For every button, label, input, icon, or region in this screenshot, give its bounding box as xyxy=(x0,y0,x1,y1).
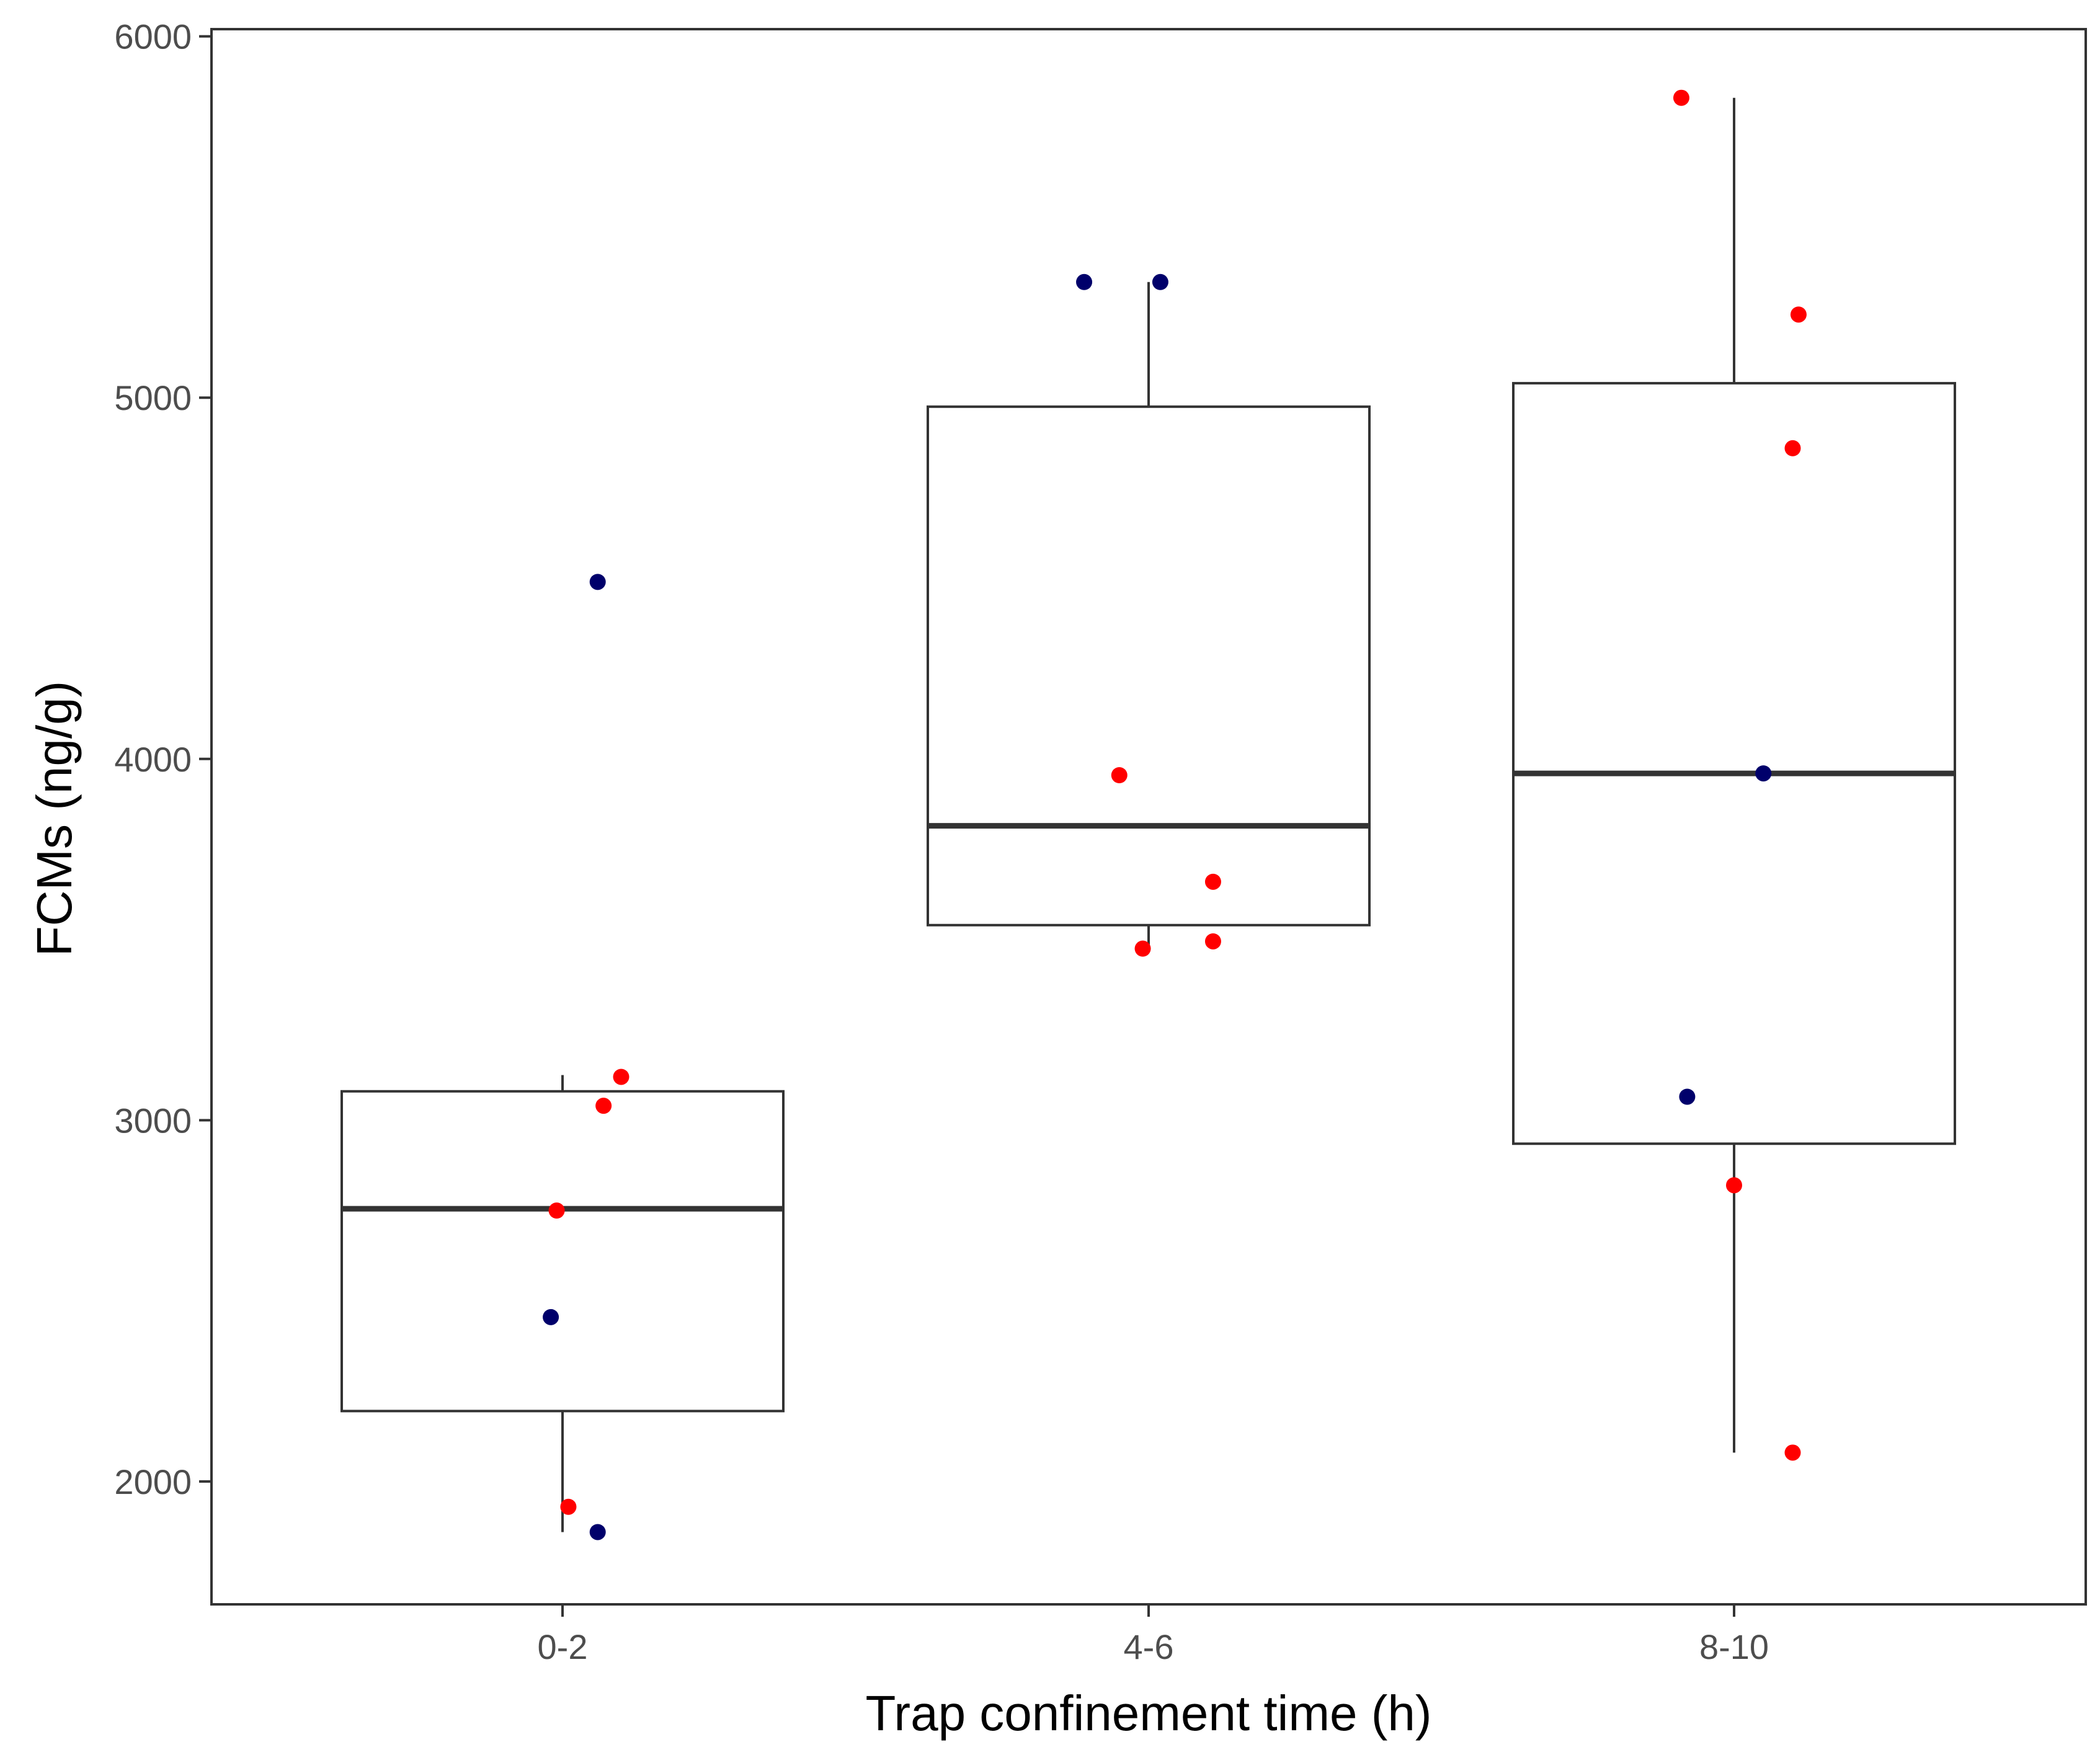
data-point-0-2-5 xyxy=(560,1499,576,1515)
data-point-8-10-15 xyxy=(1785,440,1801,456)
data-point-0-2-2 xyxy=(595,1098,612,1114)
y-tick-label-2000: 2000 xyxy=(114,1462,192,1501)
data-point-8-10-18 xyxy=(1726,1177,1742,1193)
box-4-6 xyxy=(928,407,1369,925)
box-plot-chart: 2000 3000 4000 5000 6000 0-2 4-6 8-10 Trap con… xyxy=(0,0,2100,1760)
data-point-4-6-11 xyxy=(1205,933,1221,949)
data-point-8-10-19 xyxy=(1785,1444,1801,1460)
data-point-8-10-14 xyxy=(1791,306,1807,322)
data-point-0-2-1 xyxy=(613,1069,630,1085)
y-tick-label-5000: 5000 xyxy=(114,378,192,417)
data-point-8-10-13 xyxy=(1673,90,1689,106)
data-point-0-2-6 xyxy=(590,1524,606,1540)
y-axis: 2000 3000 4000 5000 6000 xyxy=(114,17,211,1501)
data-point-0-2-3 xyxy=(549,1202,565,1219)
x-axis: 0-2 4-6 8-10 xyxy=(538,1604,1769,1666)
y-tick-label-6000: 6000 xyxy=(114,17,192,56)
data-point-0-2-0 xyxy=(590,574,606,590)
data-point-8-10-17 xyxy=(1679,1088,1695,1104)
y-tick-label-3000: 3000 xyxy=(114,1101,192,1140)
x-axis-title: Trap confinement time (h) xyxy=(866,1686,1432,1741)
data-point-4-6-9 xyxy=(1111,767,1128,783)
boxes-layer xyxy=(342,98,1955,1532)
box-0-2 xyxy=(342,1091,783,1411)
data-point-4-6-10 xyxy=(1205,874,1221,890)
data-point-0-2-4 xyxy=(543,1309,559,1325)
chart-root: 2000 3000 4000 5000 6000 0-2 4-6 8-10 Trap con… xyxy=(0,0,2100,1760)
data-point-8-10-16 xyxy=(1755,765,1771,781)
x-tick-label-8-10: 8-10 xyxy=(1699,1627,1769,1666)
x-tick-label-4-6: 4-6 xyxy=(1124,1627,1174,1666)
data-point-4-6-7 xyxy=(1076,274,1092,290)
x-tick-label-0-2: 0-2 xyxy=(538,1627,588,1666)
y-tick-label-4000: 4000 xyxy=(114,740,192,779)
data-point-4-6-8 xyxy=(1152,274,1168,290)
data-point-4-6-12 xyxy=(1135,941,1151,957)
box-8-10 xyxy=(1513,383,1955,1144)
y-axis-title: FCMs (ng/g) xyxy=(27,681,82,957)
